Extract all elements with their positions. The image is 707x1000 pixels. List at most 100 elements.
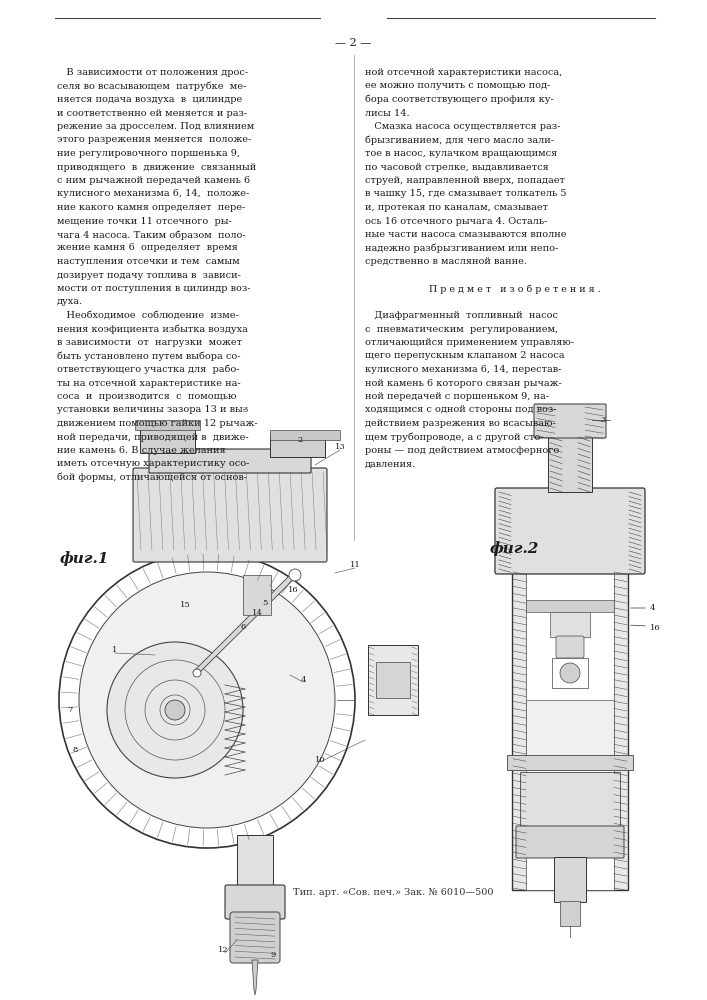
FancyBboxPatch shape xyxy=(534,404,606,438)
Text: 4: 4 xyxy=(650,604,655,612)
Text: 8: 8 xyxy=(72,746,78,754)
Bar xyxy=(243,575,271,615)
Text: ной камень 6 которого связан рычаж-: ной камень 6 которого связан рычаж- xyxy=(365,378,562,387)
Bar xyxy=(550,612,590,637)
Text: мещение точки 11 отсечного  ры-: мещение точки 11 отсечного ры- xyxy=(57,217,232,226)
Text: кулисного механизма 6, 14, перестав-: кулисного механизма 6, 14, перестав- xyxy=(365,365,561,374)
Circle shape xyxy=(193,669,201,677)
Text: давления.: давления. xyxy=(365,460,416,468)
FancyBboxPatch shape xyxy=(495,488,645,574)
Text: ние камень 6. В случае желания: ние камень 6. В случае желания xyxy=(57,446,226,455)
Text: ось 16 отсечного рычага 4. Осталь-: ось 16 отсечного рычага 4. Осталь- xyxy=(365,217,547,226)
FancyBboxPatch shape xyxy=(149,449,311,473)
Text: ние регулировочного поршенька 9,: ние регулировочного поршенька 9, xyxy=(57,149,240,158)
Text: действием разрежения во всасываю-: действием разрежения во всасываю- xyxy=(365,419,556,428)
Text: ной передачи, приводящей в  движе-: ной передачи, приводящей в движе- xyxy=(57,432,249,442)
Text: нения коэфициента избытка воздуха: нения коэфициента избытка воздуха xyxy=(57,324,248,334)
Text: 7: 7 xyxy=(67,706,73,714)
FancyBboxPatch shape xyxy=(230,912,280,963)
Circle shape xyxy=(245,595,255,605)
Text: жение камня 6  определяет  время: жение камня 6 определяет время xyxy=(57,243,238,252)
Text: ходящимся с одной стороны под воз-: ходящимся с одной стороны под воз- xyxy=(365,406,556,414)
Bar xyxy=(512,570,628,890)
Text: ные части насоса смазываются вполне: ные части насоса смазываются вполне xyxy=(365,230,566,239)
Text: бора соответствующего профиля ку-: бора соответствующего профиля ку- xyxy=(365,95,554,104)
Text: ее можно получить с помощью под-: ее можно получить с помощью под- xyxy=(365,82,550,91)
Text: режение за дросселем. Под влиянием: режение за дросселем. Под влиянием xyxy=(57,122,255,131)
Bar xyxy=(520,772,620,827)
Text: отличающийся применением управляю-: отличающийся применением управляю- xyxy=(365,338,574,347)
Bar xyxy=(270,430,340,440)
Text: 16: 16 xyxy=(650,624,660,632)
Circle shape xyxy=(289,569,301,581)
Text: в чашку 15, где смазывает толкатель 5: в чашку 15, где смазывает толкатель 5 xyxy=(365,190,566,198)
Bar xyxy=(376,662,410,698)
Text: по часовой стрелке, выдавливается: по часовой стрелке, выдавливается xyxy=(365,162,549,172)
Text: В зависимости от положения дрос-: В зависимости от положения дрос- xyxy=(57,68,248,77)
Text: ной отсечной характеристики насоса,: ной отсечной характеристики насоса, xyxy=(365,68,562,77)
Text: лисы 14.: лисы 14. xyxy=(365,108,409,117)
Bar xyxy=(507,755,633,770)
Text: фиг.1: фиг.1 xyxy=(60,551,110,566)
Text: Необходимое  соблюдение  изме-: Необходимое соблюдение изме- xyxy=(57,311,239,320)
Text: Диафрагменный  топливный  насос: Диафрагменный топливный насос xyxy=(365,311,558,320)
Text: 3: 3 xyxy=(600,416,605,424)
Text: 6: 6 xyxy=(240,623,245,631)
Bar xyxy=(552,658,588,688)
Text: П р е д м е т   и з о б р е т е н и я .: П р е д м е т и з о б р е т е н и я . xyxy=(420,284,600,294)
Text: в зависимости  от  нагрузки  может: в зависимости от нагрузки может xyxy=(57,338,242,347)
Bar xyxy=(135,420,200,430)
FancyBboxPatch shape xyxy=(225,885,285,919)
Text: 13: 13 xyxy=(334,443,346,451)
Text: приводящего  в  движение  связанный: приводящего в движение связанный xyxy=(57,162,256,172)
Text: этого разрежения меняется  положе-: этого разрежения меняется положе- xyxy=(57,135,251,144)
Bar xyxy=(368,645,418,715)
Bar xyxy=(560,901,580,926)
Text: щем трубопроводе, а с другой сто-: щем трубопроводе, а с другой сто- xyxy=(365,432,544,442)
Text: няется подача воздуха  в  цилиндре: няется подача воздуха в цилиндре xyxy=(57,95,243,104)
Bar xyxy=(140,425,195,453)
Text: 9: 9 xyxy=(270,951,276,959)
Circle shape xyxy=(560,663,580,683)
Text: ответствующего участка для  рабо-: ответствующего участка для рабо- xyxy=(57,365,240,374)
Text: 16: 16 xyxy=(288,586,298,594)
Text: 5: 5 xyxy=(262,599,268,607)
Text: селя во всасывающем  патрубке  ме-: селя во всасывающем патрубке ме- xyxy=(57,82,246,91)
Text: — 2 —: — 2 — xyxy=(335,38,372,48)
Text: 10: 10 xyxy=(315,756,325,764)
Text: ние какого камня определяет  пере-: ние какого камня определяет пере- xyxy=(57,203,245,212)
Text: 12: 12 xyxy=(218,946,228,954)
Text: соса  и  производится  с  помощью: соса и производится с помощью xyxy=(57,392,237,401)
Text: с  пневматическим  регулированием,: с пневматическим регулированием, xyxy=(365,324,558,334)
Text: Тип. арт. «Сов. печ.» Зак. № 6010—500: Тип. арт. «Сов. печ.» Зак. № 6010—500 xyxy=(293,888,493,897)
Text: роны — под действием атмосферного: роны — под действием атмосферного xyxy=(365,446,559,455)
Circle shape xyxy=(107,642,243,778)
Text: 1: 1 xyxy=(112,646,117,654)
FancyBboxPatch shape xyxy=(516,826,624,858)
FancyBboxPatch shape xyxy=(556,636,584,658)
Text: движением помощью гайки 12 рычаж-: движением помощью гайки 12 рычаж- xyxy=(57,419,257,428)
Circle shape xyxy=(79,572,335,828)
Polygon shape xyxy=(193,570,300,675)
Text: надежно разбрызгиванием или непо-: надежно разбрызгиванием или непо- xyxy=(365,243,559,253)
Bar xyxy=(237,835,273,890)
Text: наступления отсечки и тем  самым: наступления отсечки и тем самым xyxy=(57,257,240,266)
Circle shape xyxy=(165,700,185,720)
Text: 4: 4 xyxy=(300,676,305,684)
Text: ной передачей с поршеньком 9, на-: ной передачей с поршеньком 9, на- xyxy=(365,392,549,401)
Text: ты на отсечной характеристике на-: ты на отсечной характеристике на- xyxy=(57,378,240,387)
Text: фиг.2: фиг.2 xyxy=(490,541,539,556)
Text: и соответственно ей меняется и раз-: и соответственно ей меняется и раз- xyxy=(57,108,247,117)
Bar xyxy=(526,600,614,612)
Text: быть установлено путем выбора со-: быть установлено путем выбора со- xyxy=(57,352,240,361)
Text: бой формы, отличающейся от основ-: бой формы, отличающейся от основ- xyxy=(57,473,247,483)
Bar xyxy=(526,570,614,890)
Bar xyxy=(270,435,325,457)
Text: и, протекая по каналам, смазывает: и, протекая по каналам, смазывает xyxy=(365,203,548,212)
Text: дозирует подачу топлива в  зависи-: дозирует подачу топлива в зависи- xyxy=(57,270,241,279)
Text: духа.: духа. xyxy=(57,298,83,306)
Text: с ним рычажной передачей камень 6: с ним рычажной передачей камень 6 xyxy=(57,176,250,185)
Text: иметь отсечную характеристику осо-: иметь отсечную характеристику осо- xyxy=(57,460,250,468)
Text: мости от поступления в цилиндр воз-: мости от поступления в цилиндр воз- xyxy=(57,284,250,293)
Text: тое в насос, кулачком вращающимся: тое в насос, кулачком вращающимся xyxy=(365,149,557,158)
